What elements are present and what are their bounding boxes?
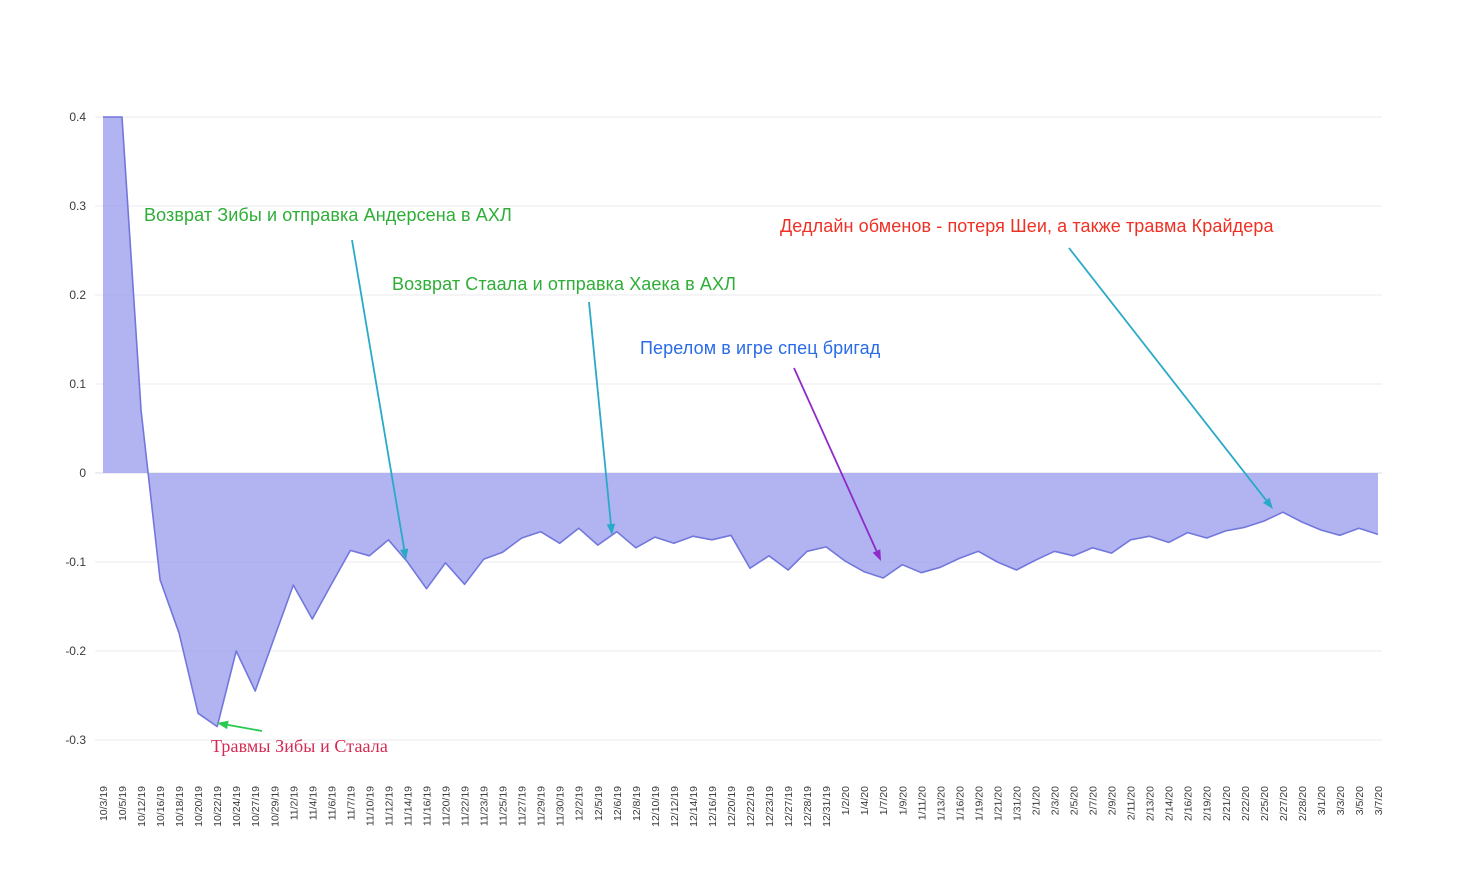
x-tick-label: 12/27/19 <box>783 786 795 827</box>
annotation-staal-hajek-return: Возврат Стаала и отправка Хаека в АХЛ <box>392 274 737 294</box>
x-tick-label: 11/14/19 <box>403 786 415 826</box>
x-tick-label: 1/11/20 <box>916 786 928 820</box>
x-tick-label: 3/7/20 <box>1373 786 1385 815</box>
x-tick-label: 11/7/19 <box>345 786 357 820</box>
x-tick-label: 2/11/20 <box>1126 786 1138 820</box>
x-tick-label: 11/4/19 <box>307 786 319 820</box>
x-tick-label: 2/14/20 <box>1164 786 1176 821</box>
y-tick-label: -0.2 <box>65 644 86 658</box>
annotation-arrow-0 <box>351 239 409 560</box>
x-tick-label: 1/4/20 <box>859 786 871 815</box>
x-tick-label: 3/3/20 <box>1335 786 1347 815</box>
y-tick-label: 0.4 <box>69 110 86 124</box>
x-tick-label: 1/9/20 <box>897 786 909 815</box>
x-tick-label: 11/20/19 <box>441 786 453 826</box>
x-tick-label: 12/5/19 <box>593 786 605 821</box>
x-tick-label: 1/31/20 <box>1011 786 1023 821</box>
annotation-injuries-ziba-staal: Травмы Зибы и Стаала <box>211 736 388 756</box>
x-tick-label: 10/22/19 <box>212 786 224 827</box>
x-tick-label: 11/25/19 <box>498 786 510 826</box>
x-tick-label: 1/13/20 <box>935 786 947 821</box>
x-tick-label: 10/12/19 <box>136 786 148 827</box>
x-tick-label: 1/21/20 <box>992 786 1004 821</box>
y-tick-label: 0.2 <box>69 288 86 302</box>
y-tick-label: 0 <box>79 466 86 480</box>
x-tick-label: 2/9/20 <box>1107 786 1119 815</box>
x-tick-label: 10/27/19 <box>250 786 262 827</box>
x-tick-label: 11/30/19 <box>555 786 567 826</box>
x-tick-label: 11/29/19 <box>536 786 548 826</box>
x-tick-label: 12/16/19 <box>707 786 719 827</box>
x-tick-label: 2/13/20 <box>1145 786 1157 821</box>
x-tick-label: 12/8/19 <box>631 786 643 821</box>
x-tick-label: 3/5/20 <box>1354 786 1366 815</box>
annotation-ziba-andersson-return: Возврат Зибы и отправка Андерсена в АХЛ <box>144 205 512 225</box>
annotation-arrow-2 <box>793 367 881 561</box>
y-tick-label: -0.1 <box>65 555 86 569</box>
x-tick-label: 12/28/19 <box>802 786 814 827</box>
x-tick-label: 10/18/19 <box>174 786 186 827</box>
x-tick-label: 12/20/19 <box>726 786 738 827</box>
x-tick-label: 11/10/19 <box>364 786 376 826</box>
y-tick-label: 0.1 <box>69 377 86 391</box>
x-tick-label: 10/16/19 <box>155 786 167 827</box>
x-tick-label: 1/7/20 <box>878 786 890 815</box>
x-tick-label: 3/1/20 <box>1316 786 1328 815</box>
y-tick-label: 0.3 <box>69 199 86 213</box>
annotation-arrow-1 <box>588 301 616 535</box>
annotation-arrow-4 <box>217 720 263 732</box>
x-tick-label: 11/12/19 <box>383 786 395 826</box>
x-tick-label: 11/16/19 <box>422 786 434 826</box>
x-tick-label: 1/16/20 <box>954 786 966 821</box>
x-tick-label: 2/27/20 <box>1278 786 1290 821</box>
x-tick-label: 2/22/20 <box>1240 786 1252 821</box>
annotation-arrow-3 <box>1068 247 1273 509</box>
x-tick-label: 2/21/20 <box>1221 786 1233 821</box>
annotation-trade-deadline: Дедлайн обменов - потеря Шеи, а также тр… <box>780 216 1274 236</box>
area-fill <box>103 117 1378 727</box>
x-tick-label: 2/1/20 <box>1031 786 1043 815</box>
x-tick-label: 1/19/20 <box>973 786 985 821</box>
series-line <box>103 116 1379 728</box>
x-tick-label: 12/6/19 <box>612 786 624 821</box>
x-tick-label: 10/29/19 <box>269 786 281 827</box>
y-tick-label: -0.3 <box>65 733 86 747</box>
x-tick-label: 1/2/20 <box>840 786 852 815</box>
x-tick-label: 10/20/19 <box>193 786 205 827</box>
x-tick-label: 2/3/20 <box>1050 786 1062 815</box>
x-tick-label: 11/6/19 <box>326 786 338 820</box>
x-tick-label: 12/14/19 <box>688 786 700 827</box>
x-tick-label: 2/5/20 <box>1069 786 1081 815</box>
x-tick-label: 2/28/20 <box>1297 786 1309 821</box>
x-tick-label: 12/12/19 <box>669 786 681 827</box>
x-tick-label: 2/16/20 <box>1183 786 1195 821</box>
x-tick-label: 2/19/20 <box>1202 786 1214 821</box>
x-tick-label: 12/31/19 <box>821 786 833 827</box>
x-tick-label: 12/22/19 <box>745 786 757 827</box>
x-tick-label: 11/27/19 <box>517 786 529 826</box>
x-tick-label: 2/7/20 <box>1088 786 1100 815</box>
x-tick-label: 10/3/19 <box>98 786 110 821</box>
x-tick-label: 12/23/19 <box>764 786 776 827</box>
x-axis-labels: 10/3/19 10/5/19 10/12/19 10/16/19 10/18/19 10… <box>98 786 1385 827</box>
x-tick-label: 12/2/19 <box>574 786 586 821</box>
x-tick-label: 11/2/19 <box>288 786 300 820</box>
y-axis-labels: 0.4 0.3 0.2 0.1 0 -0.1 -0.2 -0.3 <box>65 110 86 747</box>
x-tick-label: 10/24/19 <box>231 786 243 827</box>
annotation-special-teams-turnaround: Перелом в игре спец бригад <box>640 338 881 358</box>
x-tick-label: 2/25/20 <box>1259 786 1271 821</box>
x-tick-label: 11/22/19 <box>460 786 472 826</box>
x-tick-label: 10/5/19 <box>117 786 129 821</box>
x-tick-label: 11/23/19 <box>479 786 491 826</box>
x-tick-label: 12/10/19 <box>650 786 662 827</box>
